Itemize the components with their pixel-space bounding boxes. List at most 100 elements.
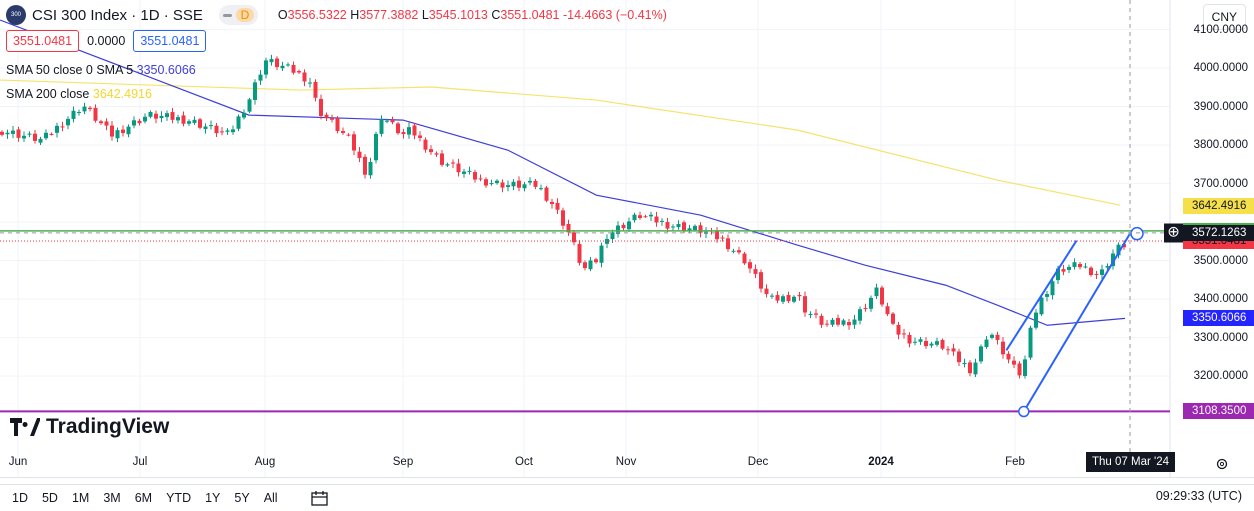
sell-button[interactable]: 3551.0481: [6, 30, 80, 52]
candle-body: [742, 253, 747, 264]
candle-body: [1094, 273, 1099, 275]
timeframe-list: 1D 5D 1M 3M 6M YTD 1Y 5Y All: [12, 491, 292, 505]
candle-body: [302, 72, 307, 82]
candle-body: [786, 295, 791, 302]
candle-body: [115, 130, 120, 139]
price-axis-label: 3400.0000: [1193, 293, 1248, 306]
candle-body: [390, 120, 395, 123]
candle-body: [1056, 268, 1060, 281]
price-axis-label: 3500.0000: [1193, 254, 1248, 267]
candle-body: [654, 216, 659, 223]
crosshair-date-label: Thu 07 Mar '24: [1086, 452, 1175, 472]
timeframe-1y[interactable]: 1Y: [205, 491, 221, 505]
timeframe-ytd[interactable]: YTD: [166, 491, 192, 505]
candle-body: [231, 129, 235, 133]
candle-body: [16, 129, 21, 138]
candle-body: [22, 135, 26, 139]
indicator-sma200[interactable]: SMA 200 close 3642.4916: [6, 87, 152, 101]
candle-body: [66, 118, 70, 126]
price-chart[interactable]: [0, 0, 1254, 478]
candle-body: [330, 118, 334, 120]
candle-body: [1023, 359, 1027, 376]
candle-body: [924, 341, 928, 347]
candle-body: [258, 74, 263, 81]
price-axis-label: 4100.0000: [1193, 23, 1248, 36]
tradingview-logo[interactable]: TradingView: [10, 415, 169, 439]
candle-body: [121, 129, 125, 134]
price-axis-label: 3300.0000: [1193, 331, 1248, 344]
currency-selector[interactable]: CNY: [1202, 4, 1246, 30]
candle-body: [308, 82, 312, 84]
candle-body: [715, 231, 719, 240]
timeframe-5d[interactable]: 5D: [41, 491, 58, 505]
settings-gear-icon[interactable]: [1214, 456, 1230, 472]
date-range-calendar-icon[interactable]: [310, 489, 330, 507]
add-alert-plus-icon[interactable]: ⊕: [1164, 223, 1183, 243]
sma200-line: [0, 79, 1121, 206]
candle-body: [869, 297, 873, 309]
candle-body: [489, 183, 494, 185]
candle-body: [1083, 266, 1088, 268]
candle-body: [935, 341, 939, 345]
candle-body: [154, 113, 158, 119]
candle-body: [429, 149, 433, 153]
candle-body: [126, 126, 131, 135]
channel-lower-line: [1022, 233, 1131, 413]
candle-body: [1028, 327, 1033, 358]
candle-body: [588, 260, 593, 270]
timeframe-1d[interactable]: 1D: [12, 491, 28, 505]
spread-value: 0.0000: [87, 34, 126, 48]
candle-body: [627, 221, 631, 230]
candle-body: [1012, 360, 1016, 365]
candle-body: [297, 71, 301, 73]
candle-body: [440, 153, 444, 165]
candle-body: [225, 130, 230, 132]
candle-body: [852, 319, 857, 325]
candle-body: [148, 112, 153, 117]
timeframe-3m[interactable]: 3M: [103, 491, 121, 505]
candle-body: [874, 287, 879, 297]
candle-body: [687, 228, 692, 231]
clock-timezone[interactable]: 09:29:33 (UTC): [1155, 489, 1242, 503]
candle-body: [511, 181, 516, 187]
candle-body: [891, 313, 895, 324]
candle-body: [957, 351, 961, 363]
candle-body: [484, 179, 488, 186]
minus-icon: [222, 13, 232, 17]
candle-body: [913, 341, 917, 343]
indicator-sma50[interactable]: SMA 50 close 0 SMA 5 3350.6066: [6, 63, 196, 77]
buy-button[interactable]: 3551.0481: [133, 30, 207, 52]
candle-body: [132, 120, 136, 126]
candle-body: [544, 187, 549, 201]
candle-body: [1017, 363, 1022, 376]
candle-body: [517, 180, 521, 188]
candle-body: [539, 188, 543, 190]
channel-handle: [1130, 226, 1144, 241]
candle-body: [555, 202, 560, 210]
timeframe-all[interactable]: All: [263, 491, 278, 505]
candle-body: [693, 225, 697, 231]
candle-body: [423, 139, 428, 150]
candle-body: [885, 306, 890, 315]
timeframe-1m[interactable]: 1M: [71, 491, 90, 505]
candle-body: [1039, 297, 1044, 315]
price-tag: 3108.3500: [1183, 403, 1254, 420]
market-status-pill[interactable]: D: [218, 5, 258, 25]
candle-body: [500, 182, 505, 188]
candle-body: [973, 362, 978, 375]
candle-body: [82, 106, 87, 112]
candle-body: [269, 59, 274, 63]
candle-body: [247, 99, 252, 112]
timeframe-6m[interactable]: 6M: [134, 491, 153, 505]
timeframe-5y[interactable]: 5Y: [234, 491, 250, 505]
candle-body: [341, 131, 345, 133]
candle-body: [203, 126, 208, 129]
candle-body: [396, 123, 400, 134]
candle-body: [775, 295, 780, 301]
ohlc-values: O3556.5322 H3577.3882 L3545.1013 C3551.0…: [277, 8, 667, 22]
candle-body: [176, 117, 180, 121]
symbol-title[interactable]: CSI 300 Index · 1D · SSE: [32, 6, 203, 24]
candle-body: [209, 125, 213, 127]
candle-body: [962, 363, 967, 365]
candle-body: [770, 295, 774, 297]
